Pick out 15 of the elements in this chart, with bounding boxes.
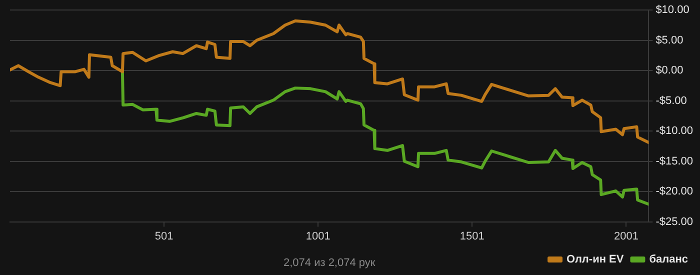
y-tick-label: $0.00: [656, 64, 684, 77]
x-tick-label: 1001: [306, 230, 330, 242]
y-tick-label: -$10.00: [656, 125, 694, 138]
y-tick-label: -$15.00: [656, 155, 694, 168]
legend-label: Олл-ин EV: [566, 254, 624, 266]
y-tick-label: -$20.00: [656, 186, 694, 198]
y-tick-label: -$5.00: [656, 94, 687, 107]
text: 2,074 из 2,074 рук: [283, 257, 376, 270]
y-tick-label: -$25.00: [656, 216, 694, 228]
y-tick-label: $5.00: [656, 34, 684, 46]
x-tick-label: 501: [154, 230, 174, 242]
x-tick-label: 1501: [460, 230, 484, 242]
x-tick-label: 2001: [614, 230, 638, 242]
y-tick-label: $10.00: [656, 4, 690, 16]
legend-label: баланс: [649, 254, 688, 266]
